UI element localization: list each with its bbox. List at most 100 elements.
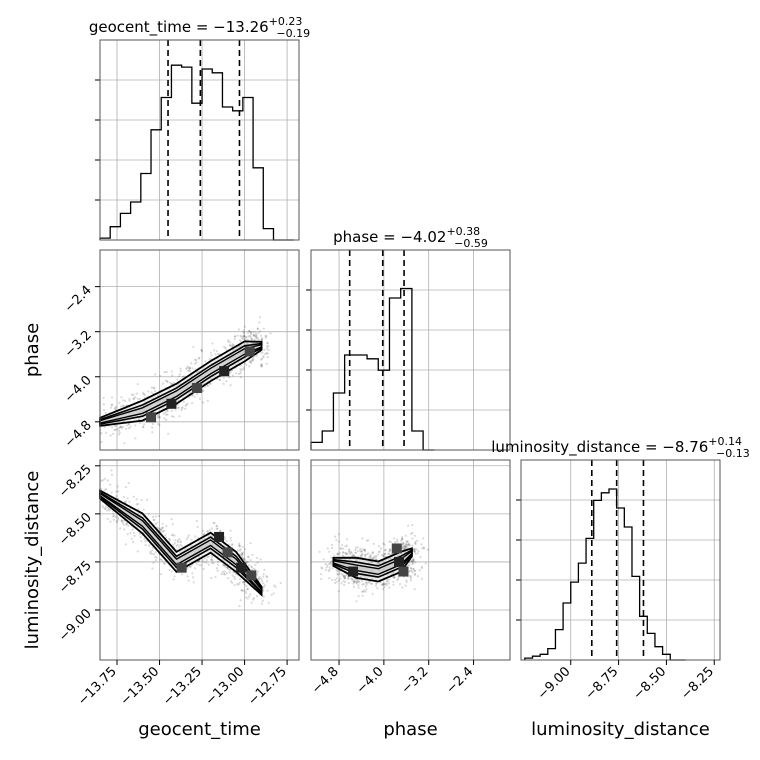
sample-point xyxy=(264,334,267,337)
sample-point xyxy=(144,540,147,543)
sample-point xyxy=(124,500,128,503)
luminosity-distance-hist-step xyxy=(524,488,686,661)
sample-point xyxy=(229,343,232,347)
sample-point xyxy=(113,514,116,518)
sample-point xyxy=(130,393,134,396)
sample-point xyxy=(222,376,225,379)
sample-point xyxy=(104,477,107,480)
sample-point xyxy=(411,531,414,535)
sample-point xyxy=(350,552,353,555)
sample-point xyxy=(132,540,135,544)
geocent-time-vs-luminosity-distance-density-cell xyxy=(236,562,247,573)
sample-point xyxy=(190,538,193,541)
sample-point xyxy=(195,519,198,523)
sample-point xyxy=(338,579,341,582)
title-minus: −0.59 xyxy=(454,237,488,250)
sample-point xyxy=(211,561,214,564)
sample-point xyxy=(129,532,132,535)
geocent-time-vs-phase-scatter-panel xyxy=(99,250,299,450)
sample-point xyxy=(248,329,251,332)
sample-point xyxy=(142,393,145,396)
sample-point xyxy=(374,556,377,559)
sample-point xyxy=(189,565,192,568)
sample-point xyxy=(157,413,160,416)
sample-point xyxy=(159,374,162,377)
sample-point xyxy=(361,583,364,586)
sample-point xyxy=(339,547,342,550)
sample-point xyxy=(426,548,429,551)
sample-point xyxy=(403,545,406,548)
sample-point xyxy=(163,562,166,566)
geocent-time-title: geocent_time = −13.26+0.23 −0.19 xyxy=(89,15,310,40)
sample-point xyxy=(170,415,173,418)
sample-point xyxy=(371,551,374,554)
sample-point xyxy=(191,394,194,397)
sample-point xyxy=(261,599,264,603)
geocent-time-x-axis-label: geocent_time xyxy=(138,719,261,740)
sample-point xyxy=(348,553,351,556)
sample-point xyxy=(189,370,192,373)
sample-point xyxy=(264,352,267,355)
sample-point xyxy=(123,442,126,445)
sample-point xyxy=(242,589,245,592)
sample-point xyxy=(176,540,179,543)
sample-point xyxy=(231,581,234,585)
sample-point xyxy=(216,563,220,566)
sample-point xyxy=(120,425,123,428)
sample-point xyxy=(274,585,277,588)
sample-point xyxy=(341,554,344,557)
sample-point xyxy=(405,580,408,584)
sample-point xyxy=(210,558,213,561)
sample-point xyxy=(104,411,107,415)
sample-point xyxy=(194,358,197,361)
sample-point xyxy=(410,567,413,570)
sample-point xyxy=(246,560,249,563)
sample-point xyxy=(368,554,372,558)
sample-point xyxy=(239,548,242,551)
sample-point xyxy=(159,528,162,531)
sample-point xyxy=(239,370,242,373)
sample-point xyxy=(401,548,404,551)
sample-point xyxy=(195,359,198,362)
sample-point xyxy=(202,567,205,571)
sample-point xyxy=(412,568,415,571)
sample-point xyxy=(123,528,126,531)
sample-point xyxy=(184,404,187,407)
sample-point xyxy=(262,327,265,330)
sample-point xyxy=(352,554,355,557)
sample-point xyxy=(168,537,171,540)
sample-point xyxy=(229,384,232,387)
sample-point xyxy=(100,440,103,443)
sample-point xyxy=(420,543,423,546)
sample-point xyxy=(192,345,195,348)
sample-point xyxy=(411,559,414,562)
sample-point xyxy=(241,337,244,340)
sample-point xyxy=(386,580,389,583)
sample-point xyxy=(405,579,408,582)
sample-point xyxy=(342,575,345,579)
sample-point xyxy=(202,532,206,535)
sample-point xyxy=(179,370,182,373)
sample-point xyxy=(233,338,236,341)
sample-point xyxy=(111,426,114,429)
sample-point xyxy=(359,555,362,558)
sample-point xyxy=(180,406,184,409)
sample-point xyxy=(340,573,343,576)
sample-point xyxy=(126,497,129,500)
sample-point xyxy=(350,550,353,554)
sample-point xyxy=(364,590,367,593)
sample-point xyxy=(267,601,270,604)
sample-point xyxy=(244,335,247,338)
sample-point xyxy=(376,587,379,590)
sample-point xyxy=(182,400,185,403)
title-main: luminosity_distance = −8.76 xyxy=(491,438,708,457)
sample-point xyxy=(266,342,269,345)
sample-point xyxy=(126,424,129,427)
sample-point xyxy=(360,550,363,553)
sample-point xyxy=(333,578,337,581)
sample-point xyxy=(154,515,157,518)
sample-point xyxy=(260,602,263,605)
sample-point xyxy=(408,561,411,564)
sample-point xyxy=(247,555,250,558)
sample-point xyxy=(335,568,338,571)
